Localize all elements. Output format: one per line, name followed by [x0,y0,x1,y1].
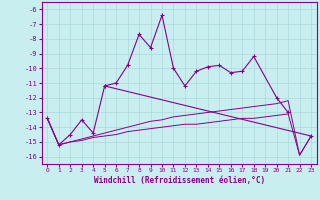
X-axis label: Windchill (Refroidissement éolien,°C): Windchill (Refroidissement éolien,°C) [94,176,265,185]
